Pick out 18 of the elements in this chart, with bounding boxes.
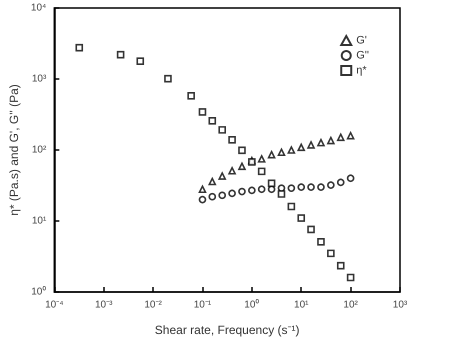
legend-label: G' [356, 34, 367, 46]
x-tick-label: 10¹ [294, 300, 310, 310]
legend-label: G'' [356, 50, 370, 62]
legend-label: η* [356, 64, 368, 76]
x-tick-label: 10³ [392, 300, 408, 310]
y-tick-label: 10² [32, 144, 47, 156]
x-tick-label: 10⁻³ [94, 300, 114, 310]
x-axis-title: Shear rate, Frequency (s⁻¹) [154, 323, 300, 337]
x-tick-label: 10⁻¹ [194, 300, 212, 310]
x-tick-label: 10⁻⁴ [45, 300, 64, 310]
y-tick-label: 10⁰ [31, 286, 46, 298]
y-tick-label: 10⁴ [30, 2, 46, 14]
x-tick-label: 10⁰ [244, 298, 260, 310]
y-axis-title: η* (Pa.s) and G', G'' (Pa) [7, 84, 21, 216]
x-tick-label: 10⁻² [144, 300, 162, 310]
x-tick-label: 10² [343, 300, 359, 310]
y-tick-label: 10¹ [32, 216, 47, 226]
y-tick-label: 10³ [32, 74, 47, 84]
